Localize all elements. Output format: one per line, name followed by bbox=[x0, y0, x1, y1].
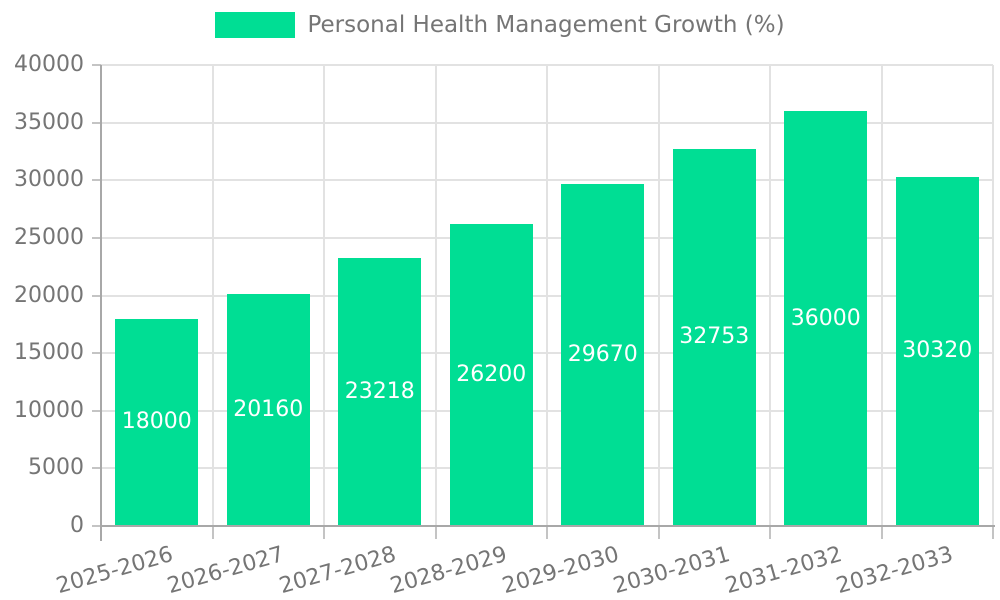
x-tick-mark bbox=[992, 526, 994, 539]
chart-legend[interactable]: Personal Health Management Growth (%) bbox=[0, 12, 1000, 38]
y-axis-tick-label: 10000 bbox=[14, 397, 84, 423]
y-axis-tick-label: 15000 bbox=[14, 340, 84, 366]
x-gridline bbox=[211, 65, 214, 526]
y-tick-mark bbox=[92, 121, 101, 124]
x-tick-mark bbox=[657, 526, 660, 539]
y-axis-tick-label: 25000 bbox=[14, 224, 84, 250]
bar-value-label: 30320 bbox=[902, 338, 973, 364]
y-tick-mark bbox=[92, 352, 101, 355]
y-axis-tick-label: 40000 bbox=[14, 52, 84, 77]
x-axis-tick-label: 2031-2032 bbox=[722, 542, 845, 600]
x-axis-tick-label: 2027-2028 bbox=[276, 542, 399, 600]
x-tick-mark bbox=[546, 526, 548, 539]
x-axis-tick-label: 2026-2027 bbox=[164, 542, 288, 600]
x-axis-tick-label: 2025-2026 bbox=[53, 542, 176, 600]
x-gridline bbox=[880, 65, 883, 526]
bar-value-label: 20160 bbox=[233, 396, 304, 422]
y-tick-mark bbox=[92, 236, 101, 239]
bar[interactable] bbox=[672, 148, 756, 526]
bar[interactable] bbox=[784, 111, 868, 526]
y-axis-tick-label: 30000 bbox=[14, 167, 84, 193]
x-axis-tick-label: 2032-2033 bbox=[833, 542, 957, 600]
y-axis-line bbox=[100, 65, 102, 541]
x-tick-mark bbox=[323, 526, 325, 539]
x-gridline bbox=[992, 65, 994, 526]
x-tick-mark bbox=[880, 526, 883, 539]
x-gridline bbox=[434, 65, 437, 526]
bar[interactable] bbox=[449, 224, 533, 526]
y-axis-tick-label: 5000 bbox=[28, 455, 84, 481]
y-axis-tick-label: 20000 bbox=[14, 282, 84, 308]
bar-value-label: 26200 bbox=[456, 362, 527, 388]
x-axis-tick-label: 2029-2030 bbox=[499, 542, 622, 600]
bar[interactable] bbox=[338, 258, 422, 526]
bar-value-label: 36000 bbox=[790, 305, 861, 331]
y-tick-mark bbox=[92, 294, 101, 297]
x-gridline bbox=[323, 65, 325, 526]
y-tick-mark bbox=[92, 179, 101, 182]
bar[interactable] bbox=[115, 318, 199, 526]
x-axis-tick-label: 2028-2029 bbox=[387, 542, 511, 600]
bar[interactable] bbox=[226, 293, 310, 526]
bar-value-label: 29670 bbox=[567, 342, 638, 368]
legend-label: Personal Health Management Growth (%) bbox=[307, 12, 785, 38]
x-gridline bbox=[769, 65, 771, 526]
bar-value-label: 18000 bbox=[121, 409, 192, 435]
bar[interactable] bbox=[895, 176, 979, 526]
x-gridline bbox=[657, 65, 660, 526]
y-tick-mark bbox=[92, 64, 101, 66]
x-tick-mark bbox=[434, 526, 437, 539]
x-axis-line bbox=[101, 525, 995, 527]
y-axis-tick-label: 0 bbox=[70, 513, 84, 538]
y-axis-tick-label: 35000 bbox=[14, 109, 84, 135]
x-tick-mark bbox=[769, 526, 771, 539]
x-axis-tick-label: 2030-2031 bbox=[610, 542, 734, 600]
bar-value-label: 23218 bbox=[344, 379, 415, 405]
y-tick-mark bbox=[92, 467, 101, 470]
y-tick-mark bbox=[92, 525, 101, 527]
x-tick-mark bbox=[211, 526, 214, 539]
bar-value-label: 32753 bbox=[679, 324, 750, 350]
legend-color-swatch bbox=[215, 12, 296, 38]
bar[interactable] bbox=[561, 184, 645, 526]
y-tick-mark bbox=[92, 409, 101, 412]
x-gridline bbox=[546, 65, 548, 526]
